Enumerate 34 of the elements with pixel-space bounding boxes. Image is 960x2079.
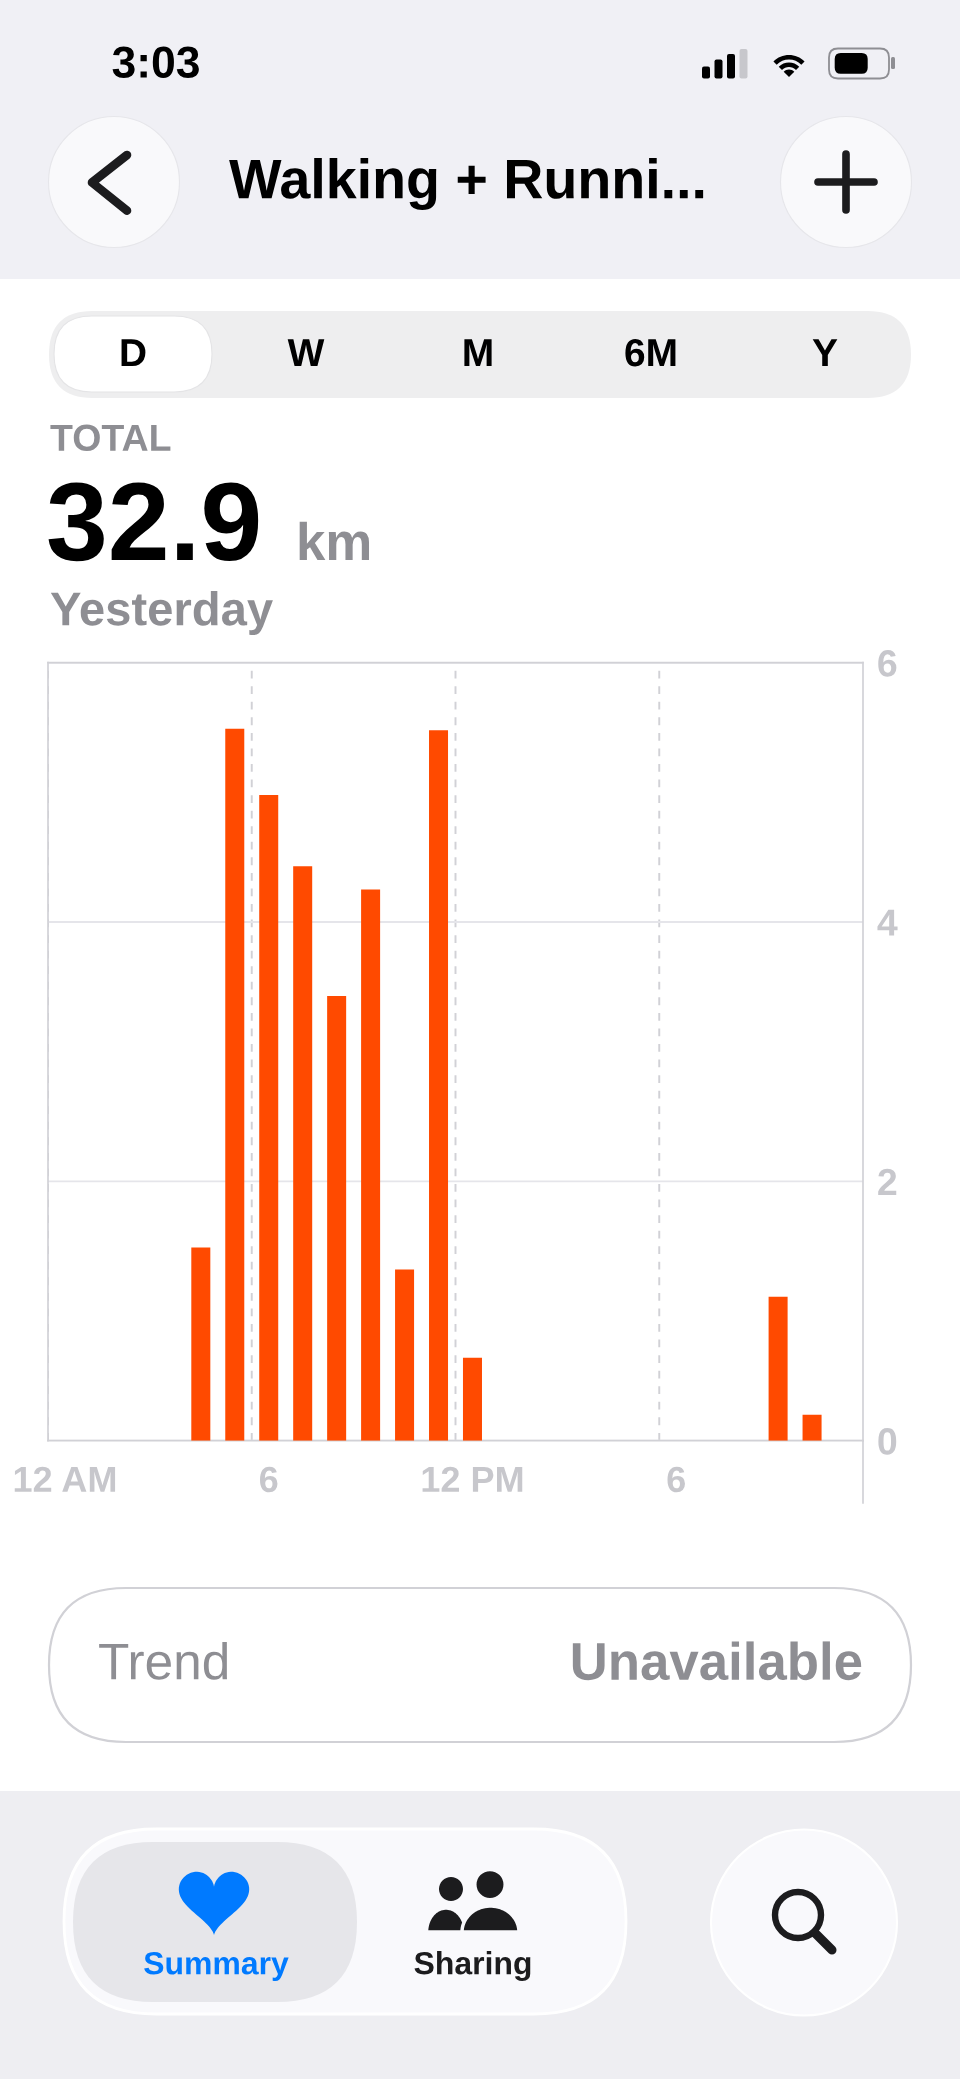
bar — [225, 728, 245, 1441]
text: Sharing — [414, 1951, 531, 1981]
y-tick-label: 6 — [878, 650, 897, 677]
y-tick-label: 2 — [878, 1168, 897, 1195]
text: Yesterday — [50, 590, 273, 636]
x-tick-label: 6 — [260, 1466, 278, 1493]
bar — [429, 730, 449, 1441]
text: D — [121, 339, 146, 367]
text: Summary — [144, 1951, 289, 1981]
text: W — [287, 339, 325, 367]
text: Y — [812, 339, 838, 367]
y-tick-label: 0 — [878, 1428, 897, 1455]
bar — [395, 1269, 415, 1441]
chart-title: Walking + Runni... — [229, 157, 704, 211]
x-tick-label: 6 — [667, 1466, 685, 1493]
text: Unavailable — [572, 1641, 862, 1681]
text: TOTAL — [50, 424, 171, 452]
bar — [259, 794, 279, 1441]
text: M — [464, 339, 492, 367]
x-tick-label: 12 PM — [422, 1466, 523, 1492]
bar — [293, 866, 313, 1441]
bar — [191, 1247, 211, 1441]
bar — [768, 1296, 788, 1441]
text: 3:03 — [112, 46, 199, 78]
bar — [361, 889, 381, 1441]
text: 32.9 — [48, 482, 259, 562]
x-tick-label: 12 AM — [14, 1466, 116, 1492]
text: km — [299, 521, 370, 560]
bar — [802, 1414, 822, 1441]
text: Trend — [99, 1642, 228, 1680]
bar — [327, 995, 347, 1441]
text: 6M — [625, 338, 676, 367]
bar — [462, 1357, 482, 1441]
y-tick-label: 4 — [877, 909, 898, 936]
